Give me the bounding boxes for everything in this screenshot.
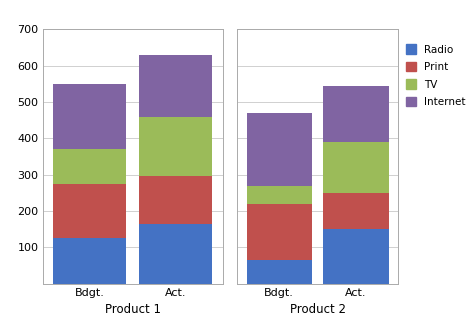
Bar	[246, 185, 312, 204]
Bar	[139, 176, 212, 224]
X-axis label: Product 1: Product 1	[105, 303, 161, 316]
Bar	[139, 224, 212, 284]
Legend: Radio, Print, TV, Internet: Radio, Print, TV, Internet	[406, 44, 466, 107]
Bar	[246, 204, 312, 260]
Bar	[246, 113, 312, 185]
Bar	[54, 184, 126, 238]
Bar	[54, 84, 126, 149]
Bar	[139, 116, 212, 176]
Bar	[323, 193, 389, 229]
Bar	[323, 86, 389, 142]
X-axis label: Product 2: Product 2	[290, 303, 346, 316]
Bar	[54, 238, 126, 284]
Bar	[246, 260, 312, 284]
Bar	[323, 142, 389, 193]
Bar	[54, 149, 126, 184]
Bar	[139, 55, 212, 116]
Bar	[323, 229, 389, 284]
